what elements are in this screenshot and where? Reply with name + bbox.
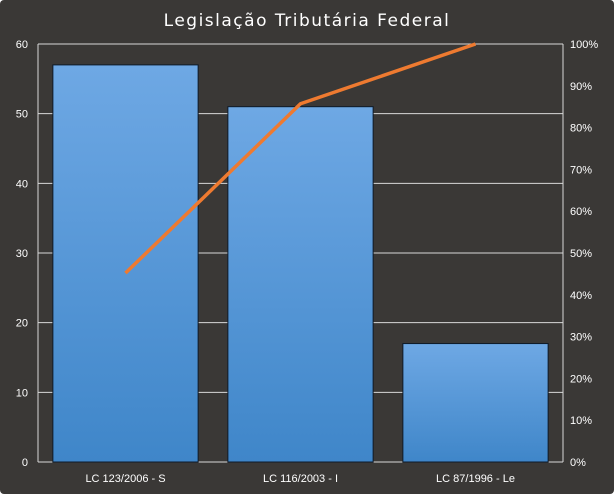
right-tick-label: 30% <box>570 332 592 344</box>
right-tick-label: 90% <box>570 81 592 93</box>
right-tick-label: 60% <box>570 206 592 218</box>
chart-title: Legislação Tributária Federal <box>164 11 451 31</box>
right-tick-label: 10% <box>570 415 592 427</box>
category-label: LC 116/2003 - I <box>263 473 338 485</box>
right-tick-label: 80% <box>570 123 592 135</box>
left-tick-label: 50 <box>16 109 28 121</box>
left-tick-label: 0 <box>22 457 28 469</box>
category-label: LC 87/1996 - Le <box>436 473 515 485</box>
right-tick-label: 20% <box>570 373 592 385</box>
right-tick-label: 0% <box>570 457 586 469</box>
left-tick-label: 10 <box>16 387 28 399</box>
right-tick-label: 50% <box>570 248 592 260</box>
left-tick-label: 20 <box>16 318 28 330</box>
left-tick-label: 30 <box>16 248 28 260</box>
cumulative-line <box>124 42 477 275</box>
category-label: LC 123/2006 - S <box>85 473 165 485</box>
left-tick-label: 40 <box>16 178 28 190</box>
right-tick-label: 70% <box>570 164 592 176</box>
bars <box>52 64 549 463</box>
right-tick-label: 40% <box>570 290 592 302</box>
bar <box>227 106 374 463</box>
right-tick-label: 100% <box>570 39 598 51</box>
bar <box>52 64 199 463</box>
left-axis: 0 10 20 30 40 50 60 <box>16 39 28 469</box>
left-tick-label: 60 <box>16 39 28 51</box>
x-axis: LC 123/2006 - S LC 116/2003 - I LC 87/1996… <box>85 473 515 485</box>
bar <box>402 343 549 463</box>
right-axis: 0% 10% 20% 30% 40% 50% 60% 70% 80% 90% 100% <box>570 39 598 469</box>
